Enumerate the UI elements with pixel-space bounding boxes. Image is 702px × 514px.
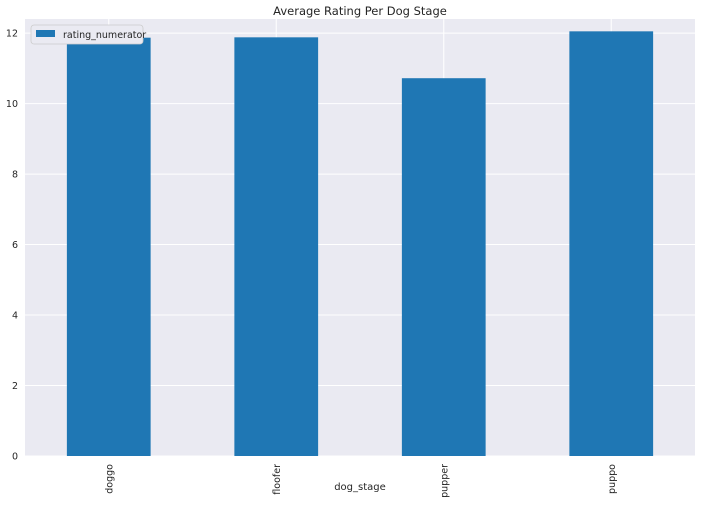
bar-doggo (66, 37, 151, 457)
y-tick-label: 10 (6, 99, 18, 110)
y-tick-label: 4 (12, 311, 18, 322)
chart-title: Average Rating Per Dog Stage (273, 4, 447, 18)
x-axis-label: dog_stage (334, 482, 386, 493)
x-tick-label: puppo (607, 464, 618, 494)
x-tick-label: floofer (272, 464, 283, 495)
x-axis-ticks: doggo floofer pupper puppo (104, 464, 618, 498)
x-tick-label: pupper (439, 464, 450, 498)
y-tick-label: 2 (12, 381, 18, 392)
bar-floofer (234, 37, 319, 456)
y-tick-label: 0 (12, 452, 18, 463)
legend-label: rating_numerator (63, 30, 146, 41)
bar-puppo (569, 31, 654, 456)
legend-swatch (36, 30, 55, 37)
legend-box (30, 24, 144, 45)
y-axis-ticks: 0 2 4 6 8 10 12 (6, 29, 18, 463)
y-tick-label: 8 (12, 170, 18, 181)
x-tick-label: doggo (104, 464, 115, 494)
bars (66, 31, 654, 457)
bar-pupper (401, 78, 486, 456)
y-tick-label: 6 (12, 240, 18, 251)
legend: rating_numerator (30, 24, 146, 45)
y-tick-label: 12 (6, 29, 18, 40)
